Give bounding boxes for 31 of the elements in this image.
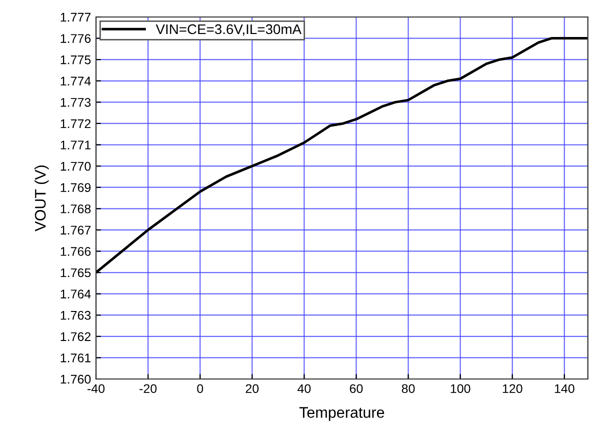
legend-label: VIN=CE=3.6V,IL=30mA: [156, 24, 302, 36]
y-axis-title: VOUT (V): [34, 166, 49, 232]
x-axis-title: Temperature: [299, 407, 384, 421]
y-tick-label: 1.774: [60, 76, 91, 86]
y-tick-label: 1.773: [60, 98, 91, 107]
x-tick-label: -20: [140, 384, 157, 394]
y-tick-label: 1.763: [60, 310, 91, 320]
x-tick-label: 120: [502, 384, 522, 394]
y-tick-label: 1.772: [60, 119, 91, 128]
y-tick-label: 1.777: [60, 12, 91, 22]
x-tick-label: 40: [298, 384, 311, 394]
y-tick-label: 1.762: [60, 332, 91, 342]
y-tick-label: 1.761: [60, 354, 91, 362]
y-tick-label: 1.764: [60, 290, 91, 298]
y-tick-label: 1.771: [60, 140, 91, 150]
x-tick-label: 0: [197, 384, 204, 394]
y-tick-label: 1.775: [60, 56, 91, 64]
x-tick-label: 80: [402, 384, 415, 394]
y-tick-label: 1.776: [60, 34, 91, 43]
x-tick-label: 100: [450, 384, 470, 394]
y-tick-label: 1.770: [60, 162, 91, 171]
y-tick-label: 1.766: [60, 247, 91, 256]
x-tick-label: 140: [554, 384, 574, 394]
y-tick-label: 1.767: [60, 226, 91, 235]
y-tick-label: 1.768: [60, 204, 91, 214]
x-tick-label: 60: [350, 384, 363, 394]
y-tick-label: 1.769: [60, 183, 91, 192]
x-tick-label: -40: [88, 384, 105, 394]
y-tick-label: 1.760: [60, 374, 91, 384]
x-tick-label: 20: [246, 384, 259, 394]
y-tick-label: 1.765: [60, 268, 91, 278]
